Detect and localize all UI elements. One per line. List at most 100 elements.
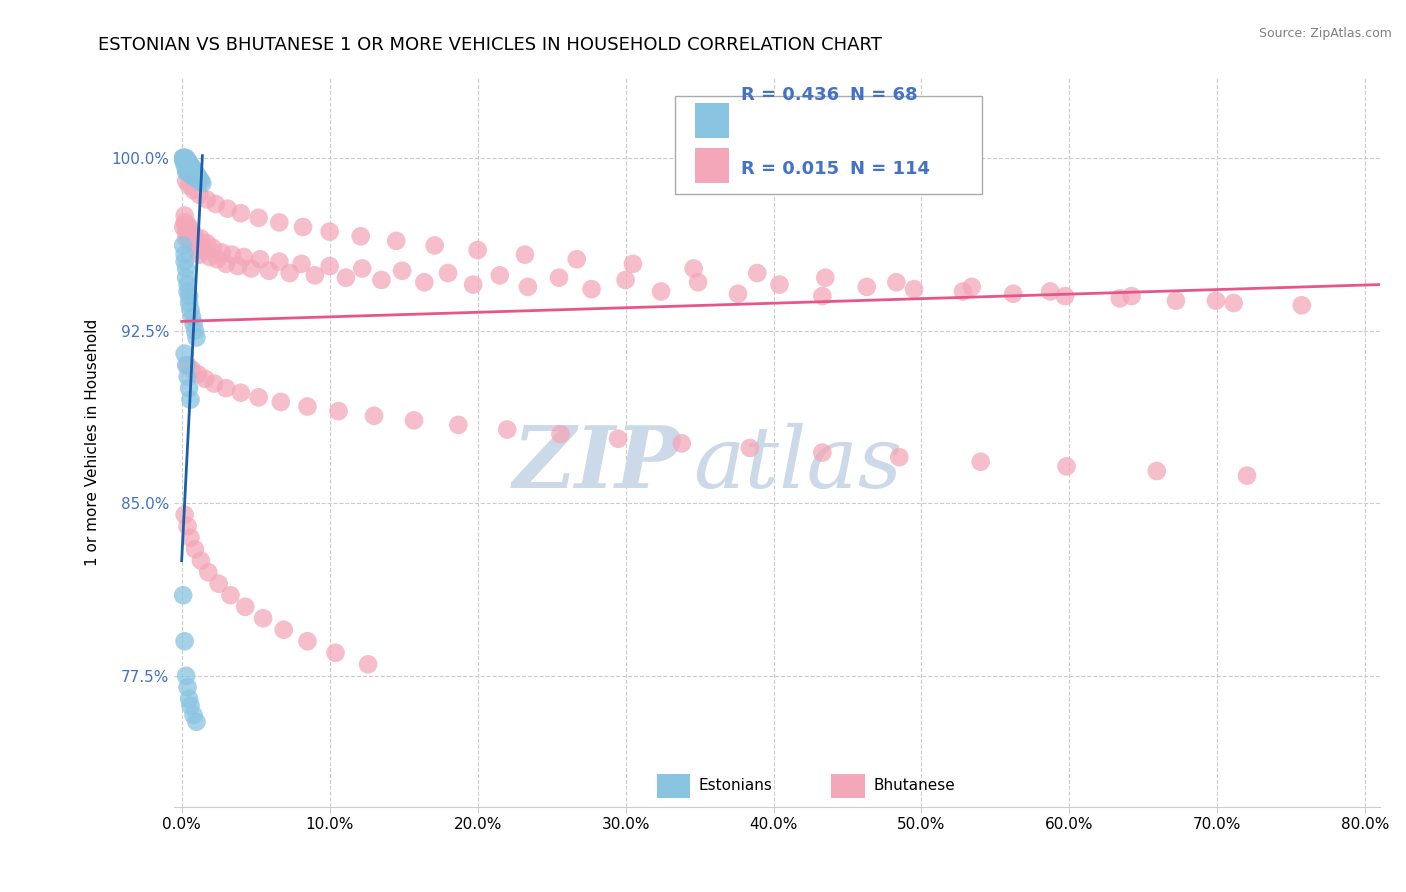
Point xyxy=(357,657,380,672)
Point xyxy=(247,390,270,404)
Point xyxy=(177,160,200,174)
Point xyxy=(188,171,211,186)
Point xyxy=(1056,459,1078,474)
Point xyxy=(177,178,200,193)
Point xyxy=(889,450,911,465)
Point xyxy=(173,254,195,268)
Point xyxy=(290,257,312,271)
Point xyxy=(173,153,195,168)
Point xyxy=(174,669,197,683)
Point xyxy=(247,211,270,225)
Point xyxy=(172,151,194,165)
Bar xyxy=(831,773,865,798)
Point xyxy=(402,413,425,427)
Point xyxy=(190,554,212,568)
Point xyxy=(177,155,200,169)
Point xyxy=(177,231,200,245)
Point xyxy=(202,376,225,391)
Point xyxy=(172,153,194,168)
Point xyxy=(229,385,252,400)
Point xyxy=(1053,289,1076,303)
Point xyxy=(423,238,446,252)
Point xyxy=(173,209,195,223)
Text: Source: ZipAtlas.com: Source: ZipAtlas.com xyxy=(1258,27,1392,40)
Point xyxy=(960,280,983,294)
Point xyxy=(969,455,991,469)
Point xyxy=(184,542,207,557)
Point xyxy=(173,158,195,172)
Point xyxy=(273,623,295,637)
Point xyxy=(188,187,211,202)
Point xyxy=(193,243,215,257)
Text: R = 0.015: R = 0.015 xyxy=(741,160,839,178)
Point xyxy=(325,646,347,660)
Bar xyxy=(695,103,728,137)
Point xyxy=(270,395,292,409)
Point xyxy=(174,151,197,165)
FancyBboxPatch shape xyxy=(675,95,983,194)
Point xyxy=(686,275,709,289)
Point xyxy=(621,257,644,271)
Point xyxy=(174,155,197,169)
Point xyxy=(184,169,207,184)
Point xyxy=(350,229,373,244)
Point xyxy=(232,250,254,264)
Point xyxy=(174,158,197,172)
Point xyxy=(180,158,202,172)
Point xyxy=(186,171,208,186)
Point xyxy=(1146,464,1168,478)
Point xyxy=(176,160,198,174)
Point xyxy=(318,259,340,273)
Point xyxy=(297,634,319,648)
Point xyxy=(304,268,326,283)
Point xyxy=(172,151,194,165)
Point xyxy=(328,404,350,418)
Text: R = 0.436: R = 0.436 xyxy=(741,87,839,104)
Point xyxy=(747,266,769,280)
Point xyxy=(1002,286,1025,301)
Point xyxy=(174,358,197,372)
Point xyxy=(172,238,194,252)
Point xyxy=(650,285,672,299)
Point xyxy=(184,324,207,338)
Text: ZIP: ZIP xyxy=(513,422,681,506)
Point xyxy=(186,167,208,181)
Point xyxy=(467,243,489,257)
Point xyxy=(278,266,301,280)
Point xyxy=(186,243,208,257)
Point xyxy=(811,445,834,459)
Point xyxy=(447,417,470,432)
Point xyxy=(181,169,204,184)
Point xyxy=(172,588,194,602)
Point xyxy=(180,392,202,407)
Point xyxy=(181,362,204,376)
Point xyxy=(174,165,197,179)
Point xyxy=(229,206,252,220)
Point xyxy=(177,158,200,172)
Point xyxy=(174,225,197,239)
Point xyxy=(174,261,197,276)
Point xyxy=(172,220,194,235)
Point xyxy=(176,519,198,533)
Point xyxy=(240,261,263,276)
Point xyxy=(180,162,202,177)
Point xyxy=(190,231,212,245)
Point xyxy=(183,183,205,197)
Point xyxy=(187,169,209,184)
Point xyxy=(177,691,200,706)
Point xyxy=(180,302,202,317)
Point xyxy=(335,270,357,285)
Point xyxy=(463,277,485,292)
Point xyxy=(952,285,974,299)
Point xyxy=(184,229,207,244)
Point xyxy=(180,167,202,181)
Point xyxy=(176,218,198,232)
Point xyxy=(176,155,198,169)
Point xyxy=(173,151,195,165)
Point xyxy=(548,270,571,285)
Point xyxy=(173,346,195,360)
Point xyxy=(174,153,197,168)
Point xyxy=(181,160,204,174)
Point xyxy=(814,270,837,285)
Point xyxy=(855,280,877,294)
